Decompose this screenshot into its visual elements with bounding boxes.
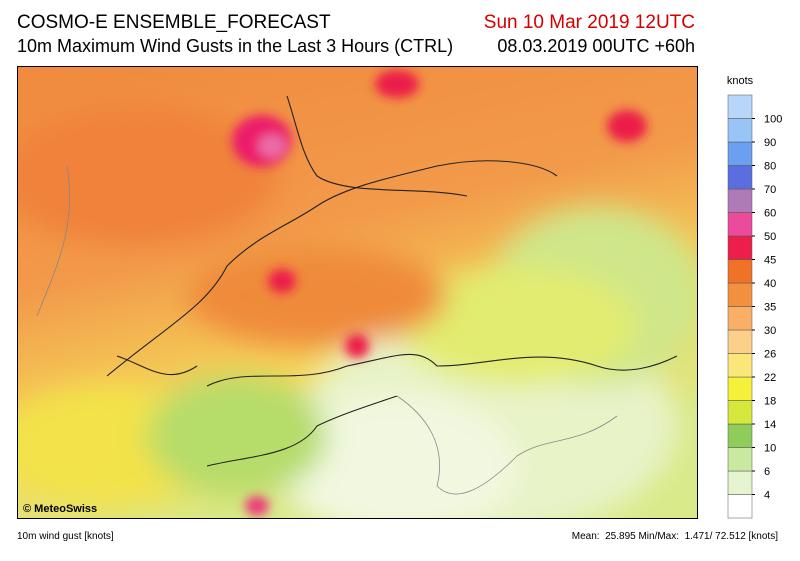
colorbar-label: 70 bbox=[764, 184, 776, 196]
colorbar-label: 90 bbox=[764, 137, 776, 149]
colorbar-bin bbox=[727, 141, 753, 166]
colorbar-label: 40 bbox=[764, 278, 776, 290]
colorbar-label: 26 bbox=[764, 349, 776, 361]
colorbar-label: 35 bbox=[764, 302, 776, 314]
colorbar-label: 4 bbox=[764, 490, 770, 502]
colorbar-label: 14 bbox=[764, 419, 776, 431]
colorbar-bin bbox=[727, 447, 753, 472]
footer-left: 10m wind gust [knots] bbox=[17, 531, 114, 542]
colorbar-bin bbox=[727, 376, 753, 401]
colorbar-bin bbox=[727, 423, 753, 448]
colorbar-bin bbox=[727, 235, 753, 260]
colorbar-label: 22 bbox=[764, 372, 776, 384]
footer-right: Mean: 25.895 Min/Max: 1.471/ 72.512 [kno… bbox=[571, 531, 778, 542]
colorbar: knots 4 6 10 14 18 22 26 30 35 40 45 50 60 70 80 90 100 bbox=[727, 75, 782, 519]
colorbar-bin bbox=[727, 329, 753, 354]
colorbar-bin bbox=[727, 188, 753, 213]
colorbar-bin bbox=[727, 212, 753, 237]
colorbar-label: 80 bbox=[764, 161, 776, 173]
colorbar-label: 30 bbox=[764, 325, 776, 337]
colorbar-label: 100 bbox=[764, 114, 782, 126]
colorbar-bin bbox=[727, 306, 753, 331]
colorbar-label: 50 bbox=[764, 231, 776, 243]
map-credit: © MeteoSwiss bbox=[23, 503, 97, 515]
valid-time: Sun 10 Mar 2019 12UTC bbox=[483, 12, 695, 33]
colorbar-bin bbox=[727, 165, 753, 190]
colorbar-bin bbox=[727, 259, 753, 284]
run-time: 08.03.2019 00UTC +60h bbox=[497, 36, 695, 56]
colorbar-label: 6 bbox=[764, 466, 770, 478]
colorbar-label: 60 bbox=[764, 208, 776, 220]
colorbar-bin bbox=[727, 94, 753, 119]
title: COSMO-E ENSEMBLE_FORECAST bbox=[17, 12, 331, 33]
colorbar-bin bbox=[727, 494, 753, 519]
colorbar-label: 45 bbox=[764, 255, 776, 267]
colorbar-bin bbox=[727, 400, 753, 425]
colorbar-label: 10 bbox=[764, 443, 776, 455]
colorbar-title: knots bbox=[727, 75, 754, 87]
colorbar-bin bbox=[727, 353, 753, 378]
colorbar-bin bbox=[727, 282, 753, 307]
subtitle: 10m Maximum Wind Gusts in the Last 3 Hou… bbox=[17, 36, 454, 56]
map: © MeteoSwiss bbox=[17, 66, 698, 519]
colorbar-label: 18 bbox=[764, 396, 776, 408]
colorbar-bin bbox=[727, 118, 753, 143]
colorbar-bin bbox=[727, 470, 753, 495]
